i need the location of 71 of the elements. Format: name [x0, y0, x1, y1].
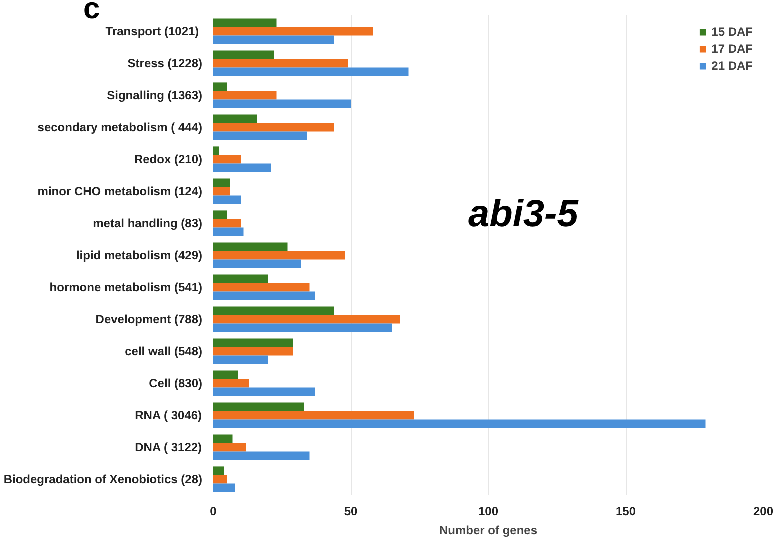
bar [214, 146, 219, 156]
bar [214, 356, 268, 364]
bar [214, 260, 302, 268]
y-tick-label: RNA ( 3046) [135, 408, 202, 422]
bar [214, 114, 258, 124]
bar [214, 443, 246, 452]
bar [214, 82, 228, 92]
x-tick-label: 200 [753, 504, 774, 518]
y-tick-label: Transport (1021) [106, 24, 200, 38]
y-tick-label: secondary metabolism ( 444) [38, 120, 203, 134]
x-tick-label: 0 [210, 504, 218, 518]
bar [214, 210, 228, 220]
bar [214, 324, 392, 332]
annotation: abi3-5 [468, 194, 580, 236]
legend-label: 21 DAF [712, 59, 753, 73]
bar [214, 274, 268, 284]
bar [214, 402, 304, 412]
bar [214, 196, 241, 204]
bar [214, 379, 250, 388]
legend-label: 17 DAF [712, 42, 753, 56]
bar [214, 338, 294, 348]
bar [214, 68, 409, 76]
y-tick-label: hormone metabolism (541) [50, 280, 203, 294]
bar [214, 178, 230, 188]
bar [214, 466, 224, 476]
bar [214, 315, 400, 324]
bar [214, 219, 241, 228]
bar [214, 187, 230, 196]
bar [214, 452, 310, 460]
bar [214, 228, 244, 236]
bar [214, 155, 241, 164]
y-tick-label: Stress (1228) [128, 56, 203, 70]
y-tick-label: Redox (210) [134, 152, 203, 166]
y-tick-label: DNA ( 3122) [135, 440, 202, 454]
bar [214, 36, 334, 44]
y-tick-label: metal handling (83) [93, 216, 203, 230]
y-tick-label: Development (788) [96, 312, 203, 326]
y-tick-label: lipid metabolism (429) [76, 248, 203, 262]
bar [214, 59, 348, 68]
x-tick-label: 150 [616, 504, 636, 518]
bar [214, 411, 414, 420]
bar [214, 242, 288, 252]
bar [214, 306, 334, 316]
y-tick-label: Signalling (1363) [107, 88, 203, 102]
x-tick-label: 50 [344, 504, 358, 518]
bar [214, 283, 310, 292]
bar [214, 484, 236, 492]
bar [214, 50, 274, 60]
y-tick-label: Cell (830) [149, 376, 203, 390]
x-axis-title: Number of genes [439, 524, 538, 538]
y-tick-label: minor CHO metabolism (124) [38, 184, 203, 198]
bar [214, 132, 307, 140]
bar [214, 100, 351, 108]
text: c [84, 0, 100, 26]
bar [214, 27, 373, 36]
bar [214, 164, 272, 172]
bar [214, 251, 346, 260]
x-tick-label: 100 [478, 504, 499, 518]
bar [214, 91, 277, 100]
y-tick-label: cell wall (548) [125, 344, 203, 358]
bar [214, 388, 316, 396]
bar [214, 292, 316, 300]
y-tick-label: Biodegradation of Xenobiotics (28) [4, 472, 203, 486]
bar [214, 347, 294, 356]
bar [214, 434, 233, 444]
bar [214, 18, 277, 28]
bar [214, 123, 334, 132]
bar [214, 475, 228, 484]
bar [214, 370, 238, 380]
legend-label: 15 DAF [712, 25, 753, 39]
bar [214, 420, 706, 428]
